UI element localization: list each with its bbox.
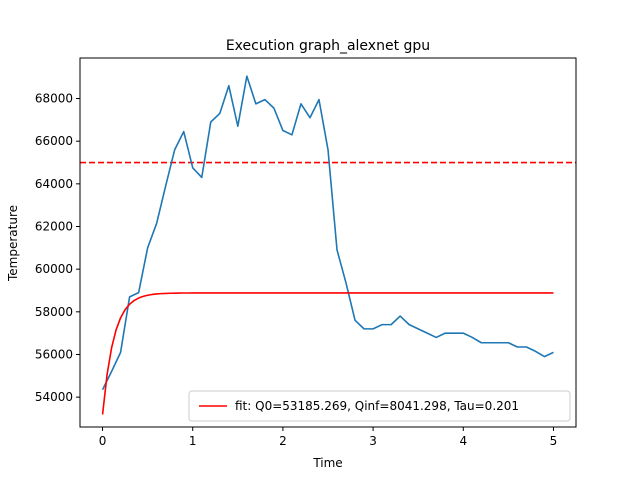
x-tick-label: 2 [279,434,287,448]
y-tick-label: 56000 [35,347,73,361]
x-axis-label: Time [312,456,342,470]
x-axis-ticks: 0 1 2 3 4 5 [99,427,558,448]
y-tick-label: 60000 [35,262,73,276]
legend-box [188,390,571,422]
x-tick-label: 5 [550,434,558,448]
plot-area [79,57,577,428]
y-tick-label: 68000 [35,92,73,106]
chart-title: Execution graph_alexnet gpu [226,38,430,54]
x-tick-label: 1 [189,434,197,448]
y-tick-label: 64000 [35,177,73,191]
axes-frame [79,57,577,428]
y-tick-label: 66000 [35,134,73,148]
y-tick-label: 54000 [35,390,73,404]
y-axis-ticks: 54000 56000 58000 60000 62000 64000 66000 68000 [35,92,80,404]
y-tick-label: 58000 [35,305,73,319]
legend-label-fit: fit: Q0=53185.269, Qinf=8041.298, Tau=0.… [235,399,519,413]
x-tick-label: 3 [369,434,377,448]
x-tick-label: 0 [99,434,107,448]
y-axis-label: Temperature [6,205,20,282]
legend: fit: Q0=53185.269, Qinf=8041.298, Tau=0.… [188,390,571,422]
x-tick-label: 4 [459,434,467,448]
y-tick-label: 62000 [35,220,73,234]
series-line-fit [101,292,554,415]
series-line-temperature [101,75,554,391]
